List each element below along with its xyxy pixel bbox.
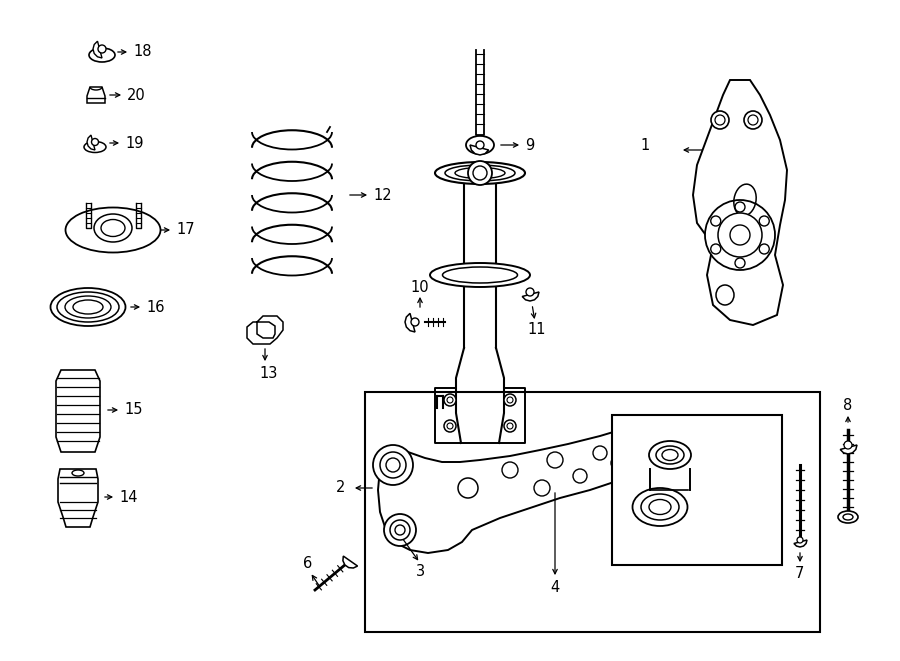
Polygon shape <box>247 316 283 344</box>
Text: 6: 6 <box>303 555 312 570</box>
Ellipse shape <box>430 263 530 287</box>
Text: 7: 7 <box>795 566 805 580</box>
Ellipse shape <box>466 136 494 154</box>
Text: 3: 3 <box>416 564 425 580</box>
Text: 15: 15 <box>124 403 142 418</box>
Circle shape <box>444 420 456 432</box>
Text: 16: 16 <box>146 299 165 315</box>
Circle shape <box>760 216 770 226</box>
Circle shape <box>411 318 419 326</box>
Circle shape <box>730 225 750 245</box>
Ellipse shape <box>66 208 160 253</box>
Polygon shape <box>405 313 415 332</box>
Ellipse shape <box>633 488 688 526</box>
Bar <box>365 392 820 632</box>
Polygon shape <box>58 469 98 527</box>
Circle shape <box>711 216 721 226</box>
Circle shape <box>504 394 516 406</box>
Circle shape <box>652 434 664 446</box>
Circle shape <box>611 456 625 470</box>
Circle shape <box>534 480 550 496</box>
Circle shape <box>502 462 518 478</box>
Circle shape <box>447 397 453 403</box>
Circle shape <box>395 525 405 535</box>
Polygon shape <box>794 540 807 547</box>
Polygon shape <box>93 41 102 58</box>
Text: 5: 5 <box>612 502 621 518</box>
Circle shape <box>573 469 587 483</box>
Circle shape <box>705 200 775 270</box>
Circle shape <box>844 441 852 449</box>
Ellipse shape <box>72 470 84 476</box>
Text: 13: 13 <box>259 366 277 381</box>
Circle shape <box>386 458 400 472</box>
Text: 8: 8 <box>843 397 852 412</box>
Circle shape <box>748 115 758 125</box>
Ellipse shape <box>649 441 691 469</box>
Circle shape <box>718 213 762 257</box>
Polygon shape <box>522 292 539 301</box>
Circle shape <box>526 288 534 296</box>
Circle shape <box>373 445 413 485</box>
Circle shape <box>476 141 484 149</box>
Ellipse shape <box>435 162 525 184</box>
Circle shape <box>447 423 453 429</box>
Ellipse shape <box>84 141 106 153</box>
Circle shape <box>98 45 106 53</box>
Text: 19: 19 <box>125 136 143 151</box>
Text: 20: 20 <box>127 87 146 102</box>
Polygon shape <box>693 80 787 325</box>
Circle shape <box>384 514 416 546</box>
Circle shape <box>380 452 406 478</box>
Circle shape <box>504 420 516 432</box>
Circle shape <box>735 258 745 268</box>
Circle shape <box>593 446 607 460</box>
Circle shape <box>468 161 492 185</box>
Text: 12: 12 <box>373 188 392 202</box>
Text: 10: 10 <box>410 280 428 295</box>
Circle shape <box>547 452 563 468</box>
Polygon shape <box>470 145 489 155</box>
Ellipse shape <box>50 288 125 326</box>
Polygon shape <box>378 422 672 553</box>
Bar <box>612 415 782 565</box>
Circle shape <box>507 423 513 429</box>
Circle shape <box>647 429 669 451</box>
Text: 2: 2 <box>336 481 346 496</box>
Text: 18: 18 <box>133 44 151 59</box>
Ellipse shape <box>89 48 115 62</box>
Text: 1: 1 <box>640 137 649 153</box>
Text: 4: 4 <box>550 580 559 596</box>
Circle shape <box>760 244 770 254</box>
Polygon shape <box>87 135 95 150</box>
Circle shape <box>92 139 98 145</box>
Ellipse shape <box>838 511 858 523</box>
Circle shape <box>458 478 478 498</box>
Text: 9: 9 <box>525 137 535 153</box>
Text: 11: 11 <box>527 323 545 338</box>
Circle shape <box>744 111 762 129</box>
Circle shape <box>507 397 513 403</box>
Circle shape <box>735 202 745 212</box>
Polygon shape <box>343 556 357 568</box>
Text: 14: 14 <box>119 490 138 504</box>
Circle shape <box>797 537 803 543</box>
Circle shape <box>711 244 721 254</box>
Text: 17: 17 <box>176 223 194 237</box>
Circle shape <box>715 115 725 125</box>
Circle shape <box>711 111 729 129</box>
Circle shape <box>390 520 410 540</box>
Polygon shape <box>841 445 857 454</box>
Circle shape <box>444 394 456 406</box>
Circle shape <box>473 166 487 180</box>
Polygon shape <box>87 87 105 103</box>
Polygon shape <box>56 370 100 452</box>
